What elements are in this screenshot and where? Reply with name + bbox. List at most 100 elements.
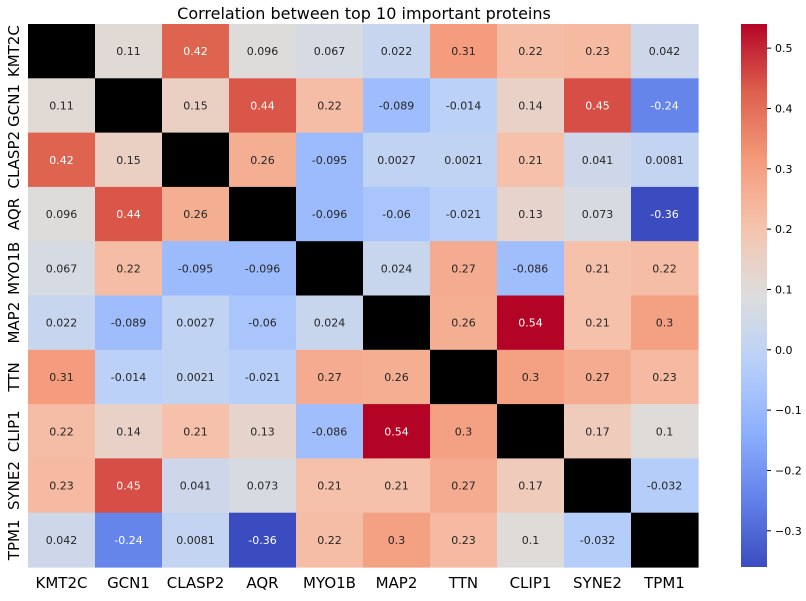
cell-value-label: -0.096 [312,208,347,221]
heatmap-cell [363,132,431,188]
cell-value-label: 0.27 [451,262,476,275]
heatmap-cell [162,349,230,405]
cell-value-label: 0.26 [384,371,409,384]
heatmap-cell [229,24,297,79]
heatmap-cell [564,295,632,351]
cell-value-label: 0.23 [451,534,476,547]
cell-value-label: -0.24 [114,534,142,547]
x-tick-label: SYNE2 [573,574,622,592]
cell-value-label: 0.14 [518,99,543,112]
cell-value-label: 0.0021 [444,154,483,167]
heatmap-cell [497,24,565,79]
heatmap-cell [162,186,230,242]
cell-value-label: 0.11 [49,99,74,112]
heatmap-cell [497,404,565,459]
x-tick-label: CLIP1 [510,574,552,592]
heatmap-cell [631,295,699,351]
y-tick-label: SYNE2 [5,461,23,510]
y-tick-label: TPM1 [5,519,23,561]
cell-value-label: 0.21 [183,425,208,438]
cell-value-label: -0.086 [513,262,548,275]
colorbar-gradient [741,24,767,567]
colorbar-tick-label: 0.0 [775,344,793,357]
heatmap-cell [28,512,96,568]
heatmap-cell [28,24,96,79]
cell-value-label: 0.31 [49,371,74,384]
heatmap-cell [631,404,699,459]
cell-value-label: 0.42 [183,45,208,58]
heatmap-cell [28,295,96,351]
heatmap-cell [162,512,230,568]
heatmap-cell [631,186,699,242]
cell-value-label: 0.44 [116,208,141,221]
colorbar-tick-label: −0.2 [775,464,802,477]
cell-value-label: -0.089 [379,99,414,112]
cell-value-label: 0.21 [518,154,543,167]
x-tick-label: MAP2 [376,574,418,592]
cell-value-label: -0.095 [312,154,347,167]
heatmap-cell [497,512,565,568]
y-tick-label: KMT2C [5,25,23,77]
cell-value-label: 0.0027 [377,154,416,167]
heatmap-cell [95,458,163,514]
heatmap-cell [564,349,632,405]
heatmap-cell [430,186,498,242]
heatmap-cell [28,349,96,405]
cell-value-label: 0.21 [585,262,610,275]
heatmap-cell [162,24,230,79]
cell-value-label: -0.021 [245,371,280,384]
heatmap-cell [162,404,230,459]
chart-title: Correlation between top 10 important pro… [177,4,551,23]
cell-value-label: 0.073 [582,208,614,221]
y-tick-label: CLIP1 [5,410,23,452]
cell-value-label: 0.45 [585,99,610,112]
heatmap-cell [430,24,498,79]
x-tick-label: MYO1B [303,574,356,592]
heatmap-cell [95,132,163,188]
heatmap-cell [296,295,364,351]
heatmap-cell [363,512,431,568]
heatmap-cell [296,78,364,134]
cell-value-label: 0.0081 [176,534,215,547]
cell-value-label: 0.26 [451,317,476,330]
cell-value-label: 0.17 [518,480,543,493]
cell-value-label: -0.096 [245,262,280,275]
cell-value-label: -0.24 [650,99,678,112]
cell-value-label: 0.22 [116,262,141,275]
cell-value-label: -0.014 [111,371,146,384]
heatmap-cell [497,78,565,134]
heatmap-cell [631,458,699,514]
heatmap-cell [430,78,498,134]
cell-value-label: 0.14 [116,425,141,438]
heatmap-cell [28,458,96,514]
heatmap-cell [430,132,498,188]
heatmap-cell [95,241,163,297]
y-tick-label: MAP2 [5,302,23,344]
heatmap-cell [162,241,230,297]
cell-value-label: 0.024 [314,317,346,330]
colorbar-tick-label: 0.2 [775,223,793,236]
heatmap-annotations: 0.11 0.42 0.096 0.067 0.022 0.31 0.22 0.23 0.042… [46,45,684,547]
y-tick-label: GCN1 [5,84,23,127]
cell-value-label: 0.26 [250,154,275,167]
x-tick-label: TTN [448,574,478,592]
cell-value-label: 0.073 [247,480,279,493]
cell-value-label: 0.21 [317,480,342,493]
cell-value-label: 0.096 [46,208,78,221]
heatmap-cells [28,24,699,568]
heatmap-cell [564,132,632,188]
heatmap-cell [296,458,364,514]
cell-value-label: 0.22 [317,99,342,112]
heatmap-cell [229,295,297,351]
heatmap-cell [564,404,632,459]
x-tick-label: KMT2C [36,574,88,592]
heatmap-cell [631,24,699,79]
heatmap-cell [497,132,565,188]
heatmap-cell [363,458,431,514]
x-tick-label: GCN1 [107,574,150,592]
colorbar-tick-label: 0.4 [775,102,793,115]
y-tick-label: AQR [5,198,23,230]
heatmap-cell [229,241,297,297]
heatmap-cell [296,24,364,79]
heatmap-cell [28,404,96,459]
